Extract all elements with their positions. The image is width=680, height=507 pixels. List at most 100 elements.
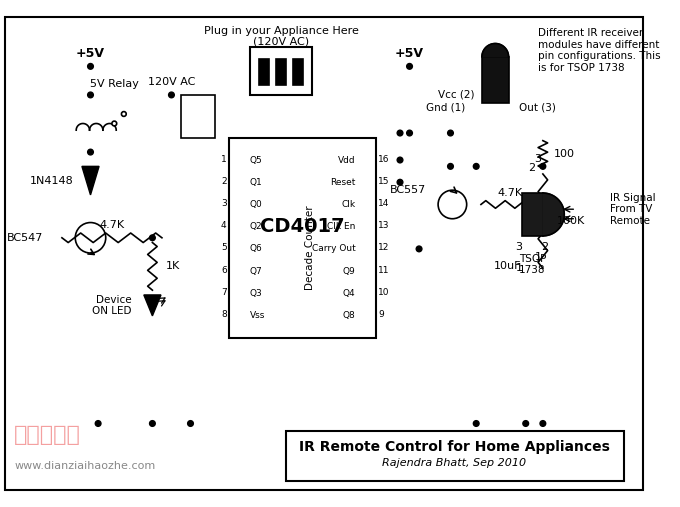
Text: 10: 10 (378, 288, 390, 297)
Text: Vdd: Vdd (338, 156, 355, 164)
Bar (259, 59, 269, 85)
Text: 8: 8 (221, 310, 226, 319)
Text: 15: 15 (378, 177, 390, 186)
Circle shape (88, 92, 93, 98)
Circle shape (540, 163, 546, 169)
Circle shape (112, 121, 117, 126)
Text: 16: 16 (378, 155, 390, 164)
Text: Clk En: Clk En (327, 222, 355, 231)
Circle shape (150, 421, 155, 426)
Text: www.dianziaihaozhe.com: www.dianziaihaozhe.com (14, 461, 156, 472)
Circle shape (523, 421, 528, 426)
Bar (276, 59, 286, 85)
Polygon shape (543, 193, 564, 236)
Circle shape (88, 63, 93, 69)
Text: 13: 13 (378, 221, 390, 230)
Text: +5V: +5V (395, 48, 424, 60)
Text: Q9: Q9 (343, 267, 355, 276)
Text: 1K: 1K (166, 261, 180, 271)
Polygon shape (482, 44, 509, 57)
Text: Reset: Reset (330, 178, 355, 187)
Circle shape (473, 163, 479, 169)
Circle shape (397, 179, 403, 185)
Text: Device
ON LED: Device ON LED (92, 295, 131, 316)
Circle shape (447, 130, 454, 136)
Circle shape (447, 163, 454, 169)
Text: Q3: Q3 (250, 289, 262, 298)
Text: Carry Out: Carry Out (311, 244, 355, 254)
Text: Decade Counter: Decade Counter (305, 205, 315, 289)
Circle shape (188, 421, 193, 426)
Text: 5: 5 (221, 243, 226, 252)
Text: Q2: Q2 (250, 222, 262, 231)
Text: Q7: Q7 (250, 267, 262, 276)
Circle shape (407, 63, 412, 69)
Text: 電子愛好者: 電子愛好者 (14, 425, 81, 445)
Text: 1N4148: 1N4148 (30, 175, 73, 186)
Text: (120V AC): (120V AC) (253, 37, 309, 47)
Text: Vcc (2): Vcc (2) (438, 90, 474, 100)
Circle shape (88, 149, 93, 155)
Text: 14: 14 (378, 199, 390, 208)
Bar (228, 138, 376, 338)
Polygon shape (82, 166, 99, 195)
Text: IR Remote Control for Home Appliances: IR Remote Control for Home Appliances (299, 440, 610, 454)
Circle shape (473, 421, 479, 426)
Text: 2: 2 (528, 163, 535, 173)
Text: BC547: BC547 (7, 233, 43, 243)
Text: 4.7K: 4.7K (498, 188, 522, 198)
Text: Q1: Q1 (250, 178, 262, 187)
Text: 11: 11 (378, 266, 390, 275)
Polygon shape (144, 295, 161, 316)
Text: 6: 6 (221, 266, 226, 275)
Text: TSOP
1738: TSOP 1738 (519, 254, 546, 275)
Bar (250, 47, 312, 95)
Text: 10uF: 10uF (494, 261, 521, 271)
Text: 5V Relay: 5V Relay (90, 79, 139, 89)
Text: Q0: Q0 (250, 200, 262, 209)
Text: CD4017: CD4017 (260, 217, 345, 236)
Text: Rajendra Bhatt, Sep 2010: Rajendra Bhatt, Sep 2010 (382, 458, 526, 468)
Text: 1: 1 (534, 252, 541, 262)
Text: Out (3): Out (3) (519, 102, 556, 113)
Text: Q8: Q8 (343, 311, 355, 320)
Text: 4.7K: 4.7K (99, 221, 124, 230)
Text: Different IR receiver
modules have different
pin configurations. This
is for TSO: Different IR receiver modules have diffe… (538, 28, 661, 73)
Circle shape (416, 246, 422, 252)
Circle shape (397, 157, 403, 163)
Text: Gnd (1): Gnd (1) (426, 102, 464, 113)
Text: 4: 4 (221, 221, 226, 230)
Bar (286, 431, 624, 481)
Text: 100K: 100K (557, 216, 585, 226)
Text: 3: 3 (515, 242, 522, 252)
Circle shape (407, 130, 412, 136)
Text: 3: 3 (221, 199, 226, 208)
Text: 1: 1 (515, 263, 522, 273)
Text: 1: 1 (221, 155, 226, 164)
Circle shape (150, 235, 155, 241)
Bar (482, 57, 509, 102)
Text: 2: 2 (541, 242, 548, 252)
Text: 2: 2 (221, 177, 226, 186)
Text: Vss: Vss (250, 311, 265, 320)
Circle shape (169, 92, 174, 98)
Text: 100: 100 (554, 150, 575, 160)
Text: +5V: +5V (76, 48, 105, 60)
Text: Clk: Clk (341, 200, 355, 209)
Text: 12: 12 (378, 243, 390, 252)
Text: 3: 3 (534, 154, 541, 164)
Text: Q6: Q6 (250, 244, 262, 254)
Text: Plug in your Appliance Here: Plug in your Appliance Here (203, 26, 358, 36)
Bar (293, 59, 303, 85)
Text: Q5: Q5 (250, 156, 262, 164)
Circle shape (438, 190, 466, 219)
Text: Q4: Q4 (343, 289, 355, 298)
Circle shape (397, 130, 403, 136)
Circle shape (122, 112, 126, 117)
Text: 9: 9 (378, 310, 384, 319)
Text: IR Signal
From TV
Remote: IR Signal From TV Remote (609, 193, 655, 226)
Bar (181, 95, 216, 138)
Text: BC557: BC557 (390, 185, 426, 195)
Bar (522, 193, 543, 236)
Text: 120V AC: 120V AC (148, 77, 195, 87)
